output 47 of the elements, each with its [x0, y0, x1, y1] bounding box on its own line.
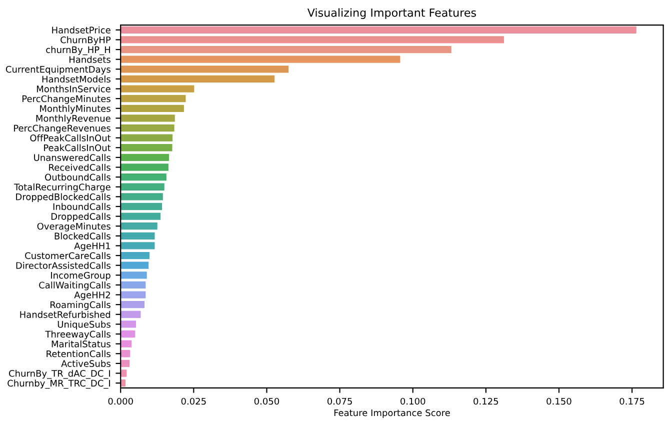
- x-tick-label: 0.150: [546, 398, 572, 405]
- y-tick-label: MonthlyRevenue: [36, 114, 110, 124]
- y-tick-label: OutboundCalls: [45, 174, 110, 181]
- chart-title: Visualizing Important Features: [307, 8, 476, 19]
- y-tick-label: InboundCalls: [53, 203, 110, 210]
- y-tick-label: MonthsInService: [37, 85, 110, 92]
- x-tick-label: 0.050: [254, 398, 280, 405]
- y-tick-label: AgeHH1: [74, 242, 110, 252]
- y-tick-label: PeakCallsInOut: [44, 144, 111, 152]
- y-tick-label: RetentionCalls: [46, 350, 110, 358]
- y-tick-label: Handsets: [69, 56, 110, 63]
- y-tick-label: HandsetPrice: [52, 26, 110, 34]
- y-tick-label: DirectorAssistedCalls: [16, 262, 110, 269]
- y-tick-label: ThreewayCalls: [45, 330, 110, 340]
- y-tick-label: ActiveSubs: [61, 360, 110, 367]
- x-tick-label: 0.100: [400, 398, 426, 405]
- y-tick-label: IncomeGroup: [51, 272, 110, 280]
- y-tick-label: ChurnBy_TR_dAC_DC_I: [9, 370, 110, 379]
- y-tick-label: UniqueSubs: [58, 320, 110, 330]
- x-axis-title: Feature Importance Score: [334, 409, 450, 418]
- y-tick-label: UnansweredCalls: [34, 154, 110, 161]
- x-tick-label: 0.000: [108, 398, 133, 405]
- y-tick-label: DroppedBlockedCalls: [16, 193, 110, 202]
- y-tick-label: AgeHH2: [74, 292, 110, 300]
- x-tick-label: 0.075: [327, 398, 352, 405]
- y-tick-label: MaritalStatus: [52, 340, 110, 348]
- x-tick-label: 0.125: [474, 398, 498, 405]
- y-tick-label: PercChangeMinutes: [22, 95, 110, 104]
- y-tick-label: ReceivedCalls: [49, 164, 110, 171]
- y-tick-label: DroppedCalls: [51, 212, 110, 222]
- y-tick-label: BlockedCalls: [54, 232, 110, 240]
- y-tick-label: RoamingCalls: [50, 301, 110, 310]
- y-tick-label: PercChangeRevenues: [14, 124, 110, 134]
- y-tick-label: ChurnByHP: [60, 36, 111, 46]
- y-tick-label: CurrentEquipmentDays: [6, 66, 110, 74]
- y-tick-label: CallWaitingCalls: [39, 282, 110, 290]
- y-tick-label: MonthlyMinutes: [40, 104, 110, 114]
- y-tick-label: OffPeakCallsInOut: [30, 134, 111, 142]
- y-tick-label: HandsetRefurbished: [20, 310, 110, 318]
- x-tick-label: 0.025: [181, 398, 206, 405]
- y-tick-label: TotalRecurringCharge: [14, 183, 110, 192]
- y-tick-label: HandsetModels: [42, 76, 110, 83]
- x-tick-label: 0.175: [620, 398, 644, 405]
- y-tick-label: churnBy_HP_H: [46, 46, 110, 56]
- y-tick-label: OverageMinutes: [37, 222, 110, 232]
- y-tick-label: CustomerCareCalls: [25, 252, 110, 260]
- y-tick-label: Churnby_MR_TRC_DC_I: [8, 380, 110, 389]
